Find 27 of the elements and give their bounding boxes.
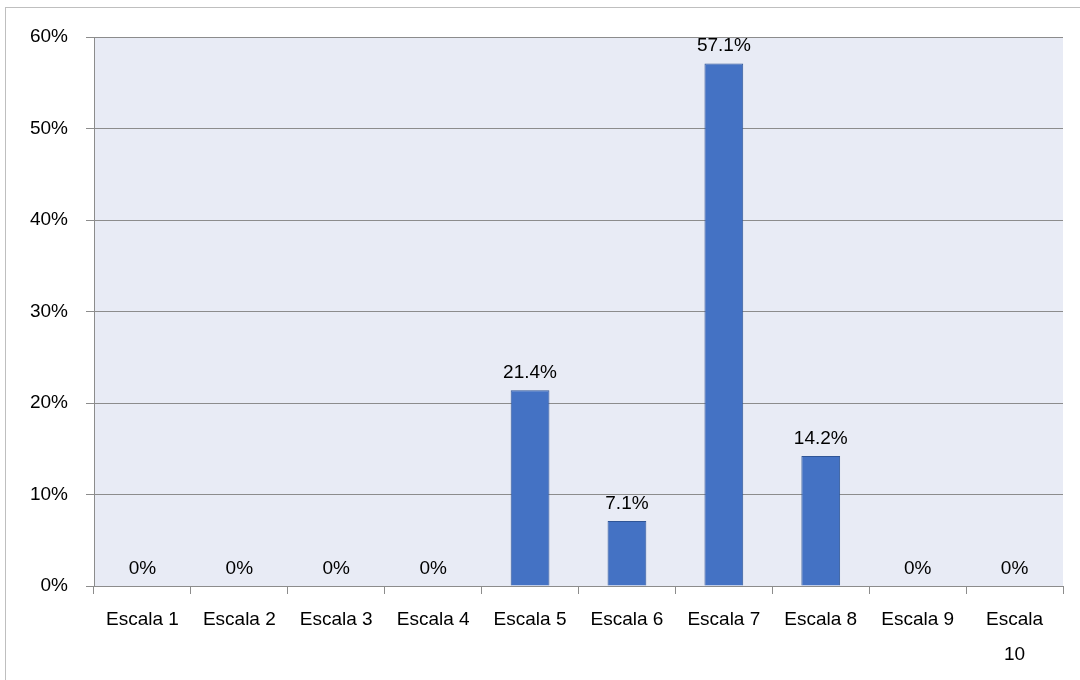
y-tick-label: 40% <box>29 208 69 230</box>
data-label: 21.4% <box>503 360 558 382</box>
data-label: 57.1% <box>696 34 751 56</box>
x-tick-label: Escala 4 <box>396 608 471 630</box>
x-tick-label: Escala 3 <box>299 608 373 630</box>
x-tick-label: Escala 7 <box>687 608 761 630</box>
x-tick-label: Escala 10 <box>986 608 1044 664</box>
x-tick-label: Escala 5 <box>493 608 567 630</box>
y-tick-label: 30% <box>29 299 69 321</box>
x-tick-label: Escala 1 <box>106 608 179 630</box>
data-label: 14.2% <box>793 426 848 448</box>
data-label: 7.1% <box>605 491 649 513</box>
data-label: 0% <box>128 556 157 578</box>
y-tick-label: 20% <box>29 391 69 413</box>
data-label: 0% <box>1000 556 1029 578</box>
y-tick-label: 50% <box>29 116 69 138</box>
data-label: 0% <box>419 556 447 578</box>
x-tick-label: Escala 9 <box>881 608 955 630</box>
x-tick-label: Escala 2 <box>202 608 276 630</box>
x-tick-label: Escala 6 <box>590 608 664 630</box>
y-tick-label: 0% <box>40 574 69 596</box>
y-tick-label: 60% <box>29 25 69 47</box>
x-tick-label: Escala 8 <box>784 608 858 630</box>
y-tick-label: 10% <box>29 482 69 504</box>
data-label: 0% <box>225 556 254 578</box>
data-label: 0% <box>322 556 351 578</box>
data-label: 0% <box>903 556 932 578</box>
